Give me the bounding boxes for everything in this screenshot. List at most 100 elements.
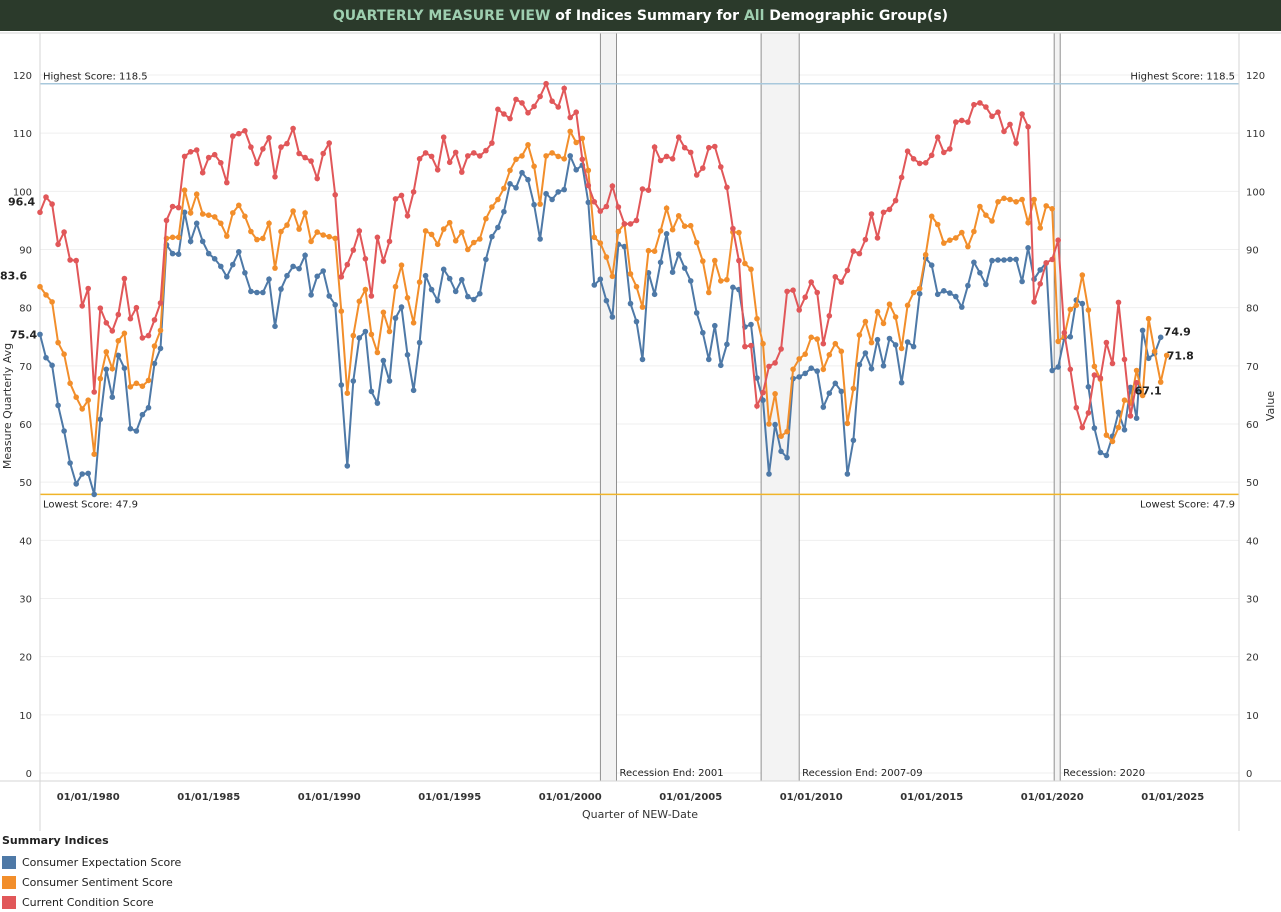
data-point [621, 221, 628, 227]
chart-area[interactable]: Recession End: 2001 Recession End: 2007-0… [0, 31, 1281, 831]
x-tick-label: 01/01/2010 [780, 792, 843, 803]
data-point [483, 215, 489, 222]
data-point [501, 111, 507, 117]
data-point [380, 357, 387, 364]
data-point [193, 220, 200, 227]
data-point [597, 208, 604, 214]
data-point [224, 274, 230, 280]
data-point [832, 380, 839, 387]
data-point [1043, 203, 1049, 209]
data-point [784, 428, 790, 435]
data-point [302, 210, 308, 216]
data-point [1013, 256, 1019, 263]
data-point [127, 384, 134, 390]
data-point [205, 250, 212, 257]
data-point [290, 125, 296, 132]
data-point [928, 262, 935, 268]
data-point [693, 172, 700, 178]
legend-item-sentiment[interactable]: Consumer Sentiment Score [2, 872, 181, 892]
data-point [507, 115, 513, 122]
data-point [495, 106, 501, 113]
y-tick-label-right: 20 [1246, 653, 1259, 664]
data-point [1019, 111, 1025, 117]
data-point [187, 238, 194, 245]
data-point [350, 378, 357, 384]
data-point [489, 140, 495, 146]
data-point [151, 360, 158, 367]
data-point [615, 228, 622, 235]
data-point [1073, 404, 1080, 411]
data-point [1103, 452, 1110, 459]
data-point [218, 160, 224, 166]
y-tick-label-right: 50 [1246, 478, 1259, 489]
data-point [977, 100, 983, 106]
data-point [736, 257, 742, 264]
data-point [428, 153, 435, 160]
data-point [1073, 302, 1080, 309]
legend-item-current[interactable]: Current Condition Score [2, 892, 181, 912]
data-point [724, 276, 730, 283]
data-point [862, 350, 869, 356]
data-point [1025, 124, 1031, 130]
data-point [507, 167, 513, 174]
data-point [272, 174, 278, 180]
data-point [778, 433, 784, 440]
data-point [790, 287, 796, 294]
data-point [1025, 219, 1031, 226]
data-point [953, 293, 959, 300]
data-point [1049, 206, 1055, 212]
data-point [959, 229, 965, 236]
data-point [904, 302, 911, 309]
data-point [392, 196, 399, 202]
data-point [838, 388, 845, 395]
data-point [55, 339, 61, 346]
data-point [350, 332, 357, 339]
title-group-filter[interactable]: All [743, 7, 765, 24]
data-point [971, 259, 977, 266]
data-point [573, 139, 579, 146]
data-point [224, 233, 230, 239]
data-point [1067, 366, 1074, 373]
data-point [67, 257, 73, 263]
value-labels: 75.4 74.9 83.6 71.8 96.4 67.1 [0, 195, 1194, 397]
data-point [459, 229, 465, 235]
data-point [549, 98, 555, 104]
y-tick-label-right: 110 [1246, 129, 1265, 140]
data-point [332, 192, 339, 198]
data-point [374, 400, 381, 406]
data-point [525, 176, 531, 183]
legend-title: Summary Indices [2, 834, 109, 847]
data-point [1007, 196, 1013, 203]
data-point [754, 403, 760, 409]
data-point [477, 153, 483, 159]
data-point [471, 150, 477, 156]
data-point [784, 288, 790, 295]
data-point [519, 153, 525, 159]
data-point [115, 352, 122, 359]
series-end-label: 71.8 [1167, 349, 1194, 362]
data-point [218, 220, 224, 227]
data-point [959, 304, 965, 310]
data-point [567, 114, 573, 121]
data-point [151, 343, 158, 349]
legend-item-expectation[interactable]: Consumer Expectation Score [2, 852, 181, 872]
data-point [1151, 348, 1158, 355]
data-point [272, 265, 278, 271]
data-point [519, 169, 525, 176]
data-point [386, 238, 393, 245]
data-point [718, 278, 724, 284]
series-start-label: 75.4 [10, 328, 37, 341]
data-point [712, 322, 718, 329]
data-point [531, 103, 537, 110]
data-point [639, 304, 646, 310]
data-point [748, 342, 754, 349]
data-point [103, 349, 110, 355]
data-point [844, 420, 851, 427]
data-point [1007, 256, 1013, 263]
data-point [446, 159, 453, 166]
data-point [772, 360, 778, 366]
data-point [73, 481, 79, 487]
data-point [230, 261, 236, 268]
data-point [898, 174, 905, 181]
y-tick-label-left: 0 [26, 769, 32, 780]
